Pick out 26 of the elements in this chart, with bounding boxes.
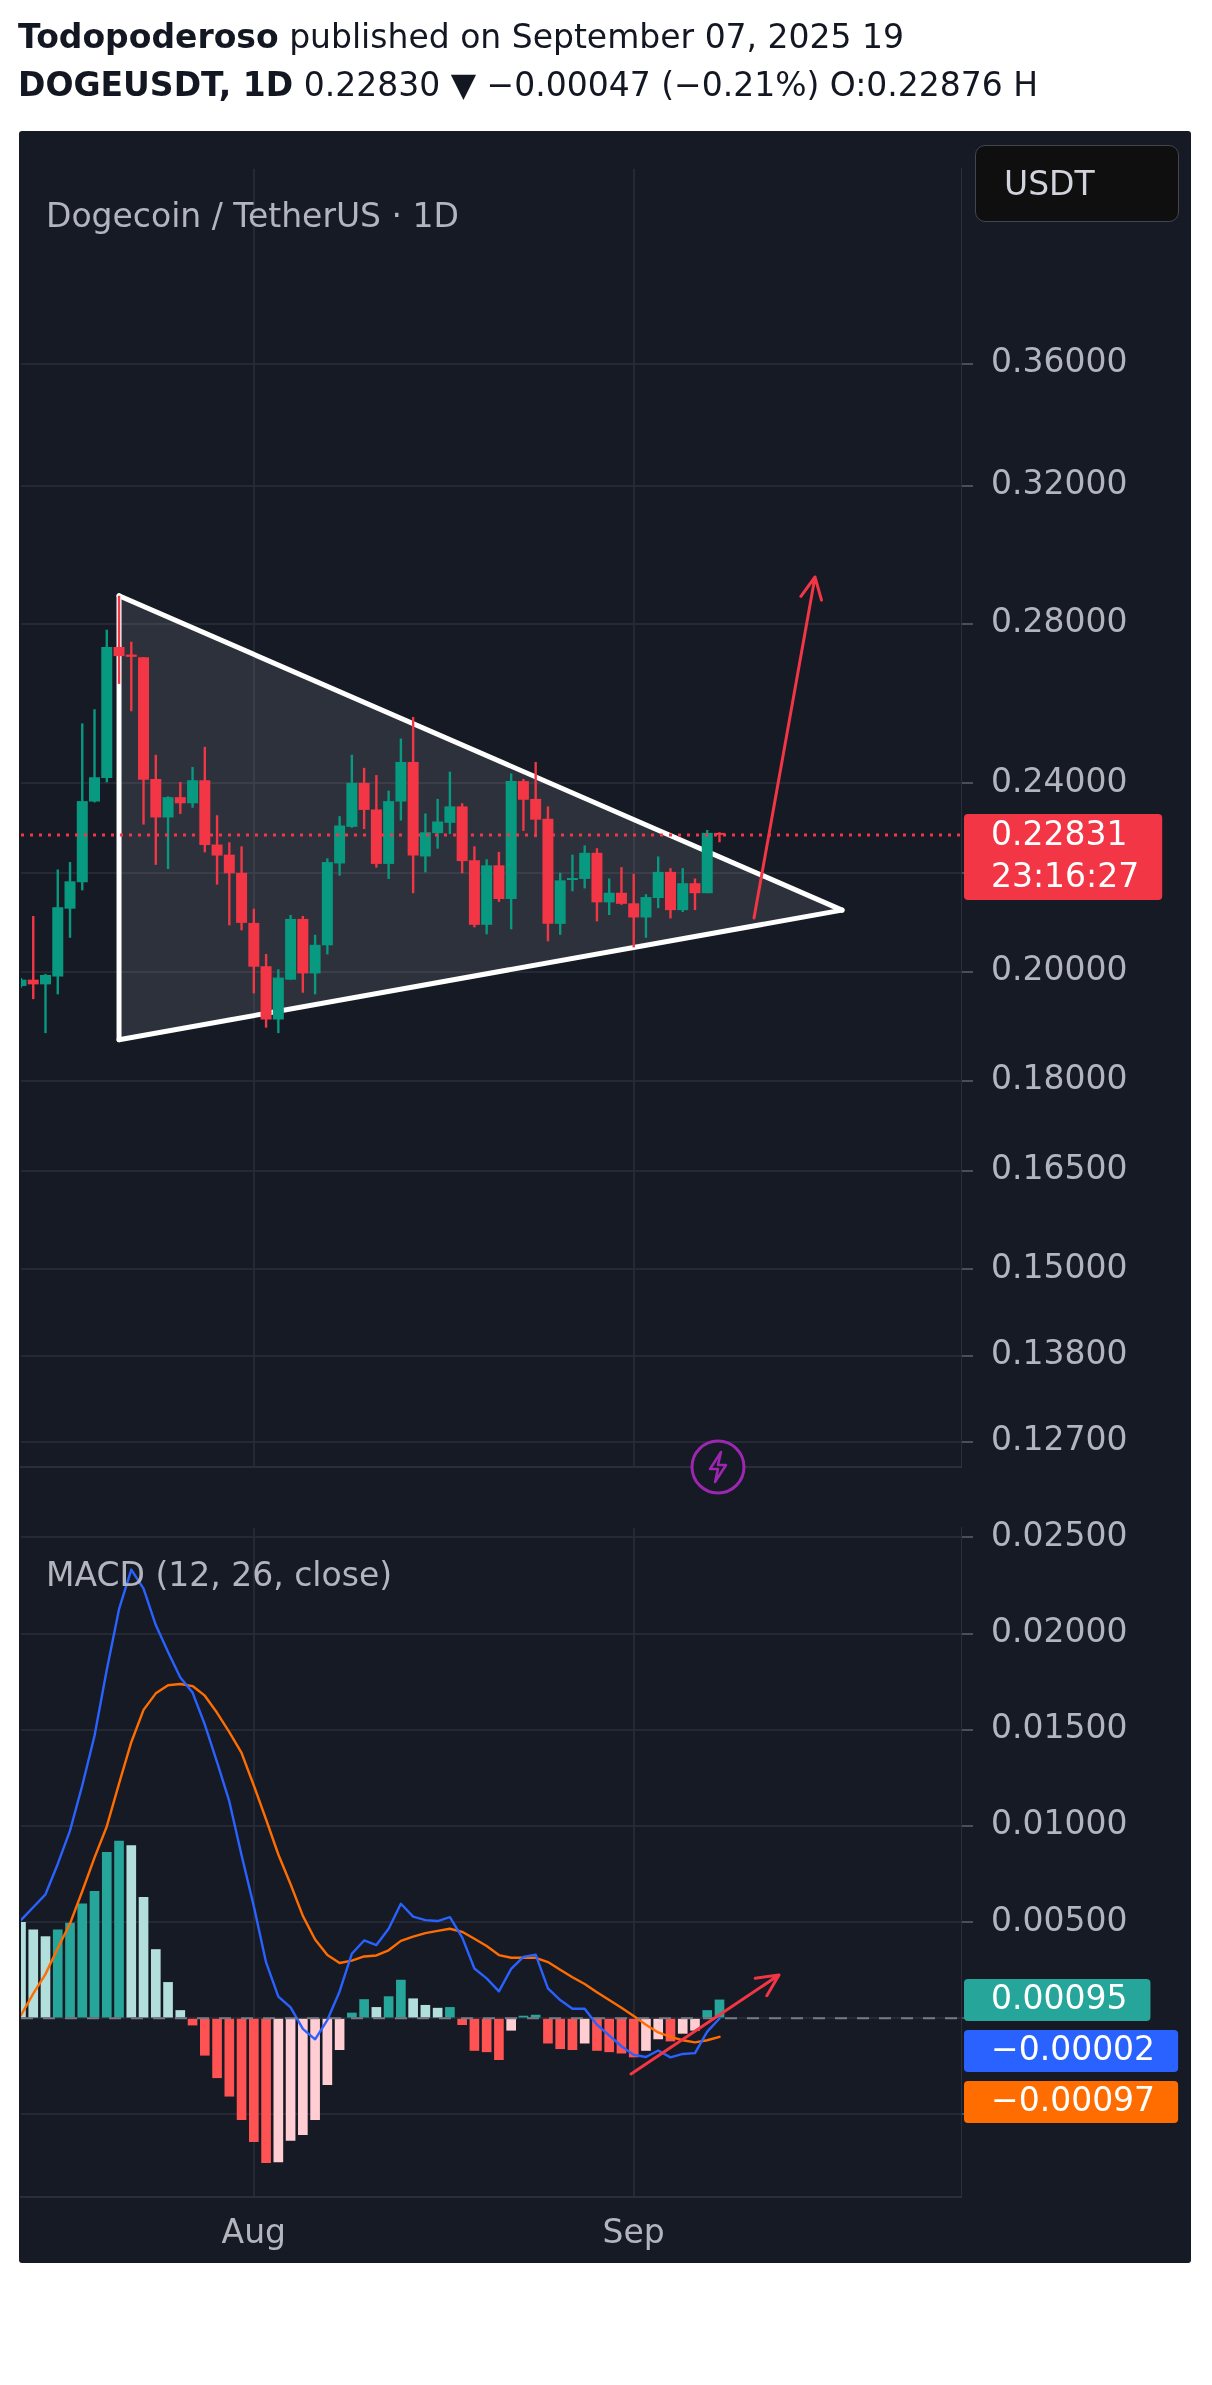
text: 0.00095 xyxy=(991,1978,1128,2018)
y-tick-label: 0.02500 xyxy=(991,1514,1128,1554)
y-tick-label: 0.13800 xyxy=(991,1333,1128,1373)
y-tick-label: 0.36000 xyxy=(991,341,1128,381)
y-tick-label: 0.01000 xyxy=(991,1803,1128,1843)
y-tick-label: 0.15000 xyxy=(991,1247,1128,1287)
ref-line-label: 0.22831 xyxy=(991,813,1128,853)
y-tick-label: 0.28000 xyxy=(991,601,1128,641)
y-tick-label: 0.18000 xyxy=(991,1058,1128,1098)
text: −0.00002 xyxy=(991,2029,1156,2069)
chart-title: Todopoderoso published on September 07, 2025 19 xyxy=(18,17,905,57)
y-tick-label: 0.20000 xyxy=(991,949,1128,989)
annotation: Dogecoin / TetherUS · 1D xyxy=(46,196,459,236)
y-tick-label: 0.16500 xyxy=(991,1148,1128,1188)
y-tick-label: 0.01500 xyxy=(991,1707,1128,1747)
x-tick-label: Sep xyxy=(602,2212,665,2252)
text: 23:16:27 xyxy=(991,855,1140,895)
y-tick-label: 0.12700 xyxy=(991,1419,1128,1459)
x-tick-label: Aug xyxy=(221,2212,287,2252)
y-tick-label: 0.02000 xyxy=(991,1611,1128,1651)
unit-button: USDT xyxy=(975,145,1179,222)
text: −0.00097 xyxy=(991,2080,1156,2120)
chart-subtitle: DOGEUSDT, 1D 0.22830 ▼ −0.00047 (−0.21%) O:0.22876 H xyxy=(18,65,1039,105)
y-tick-label: 0.24000 xyxy=(991,760,1128,800)
y-tick-label: 0.32000 xyxy=(991,463,1128,503)
y-tick-label: 0.00500 xyxy=(991,1899,1128,1939)
